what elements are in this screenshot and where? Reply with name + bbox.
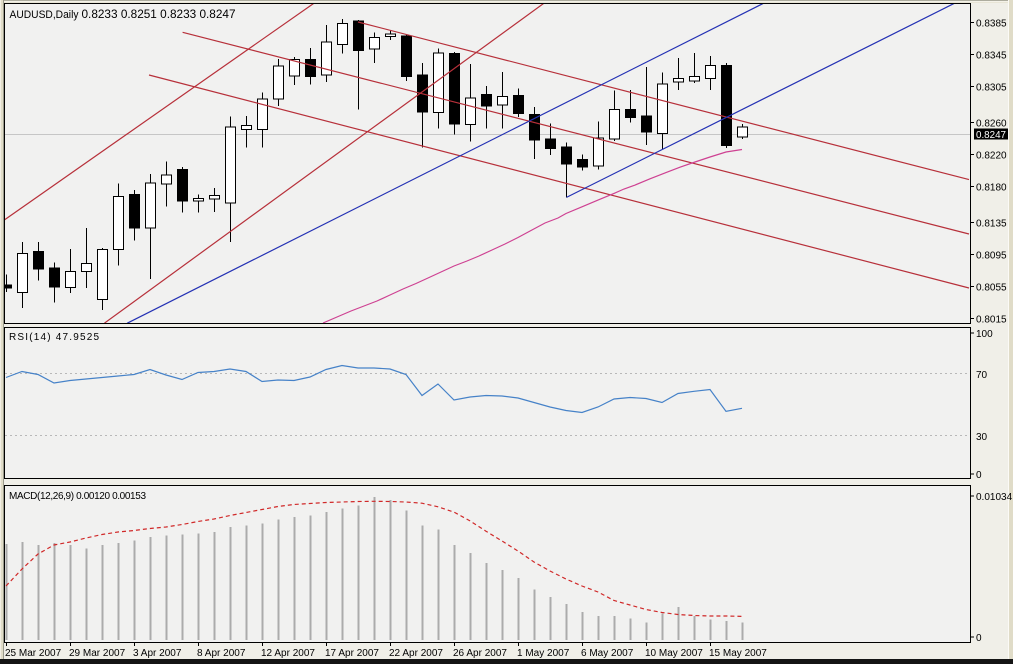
svg-text:MACD(12,26,9) 0.00120 0.00153: MACD(12,26,9) 0.00120 0.00153 [9, 491, 146, 502]
svg-text:0.8345: 0.8345 [976, 51, 1007, 62]
svg-text:15 May 2007: 15 May 2007 [709, 648, 767, 659]
svg-text:0.8055: 0.8055 [976, 283, 1007, 294]
svg-text:25 Mar 2007: 25 Mar 2007 [5, 648, 62, 659]
svg-text:0.8015: 0.8015 [976, 315, 1007, 326]
svg-text:30: 30 [976, 432, 988, 443]
svg-text:RSI(14) 47.9525: RSI(14) 47.9525 [9, 332, 99, 343]
svg-text:AUDUSD,Daily: AUDUSD,Daily [10, 9, 79, 21]
svg-text:8 Apr 2007: 8 Apr 2007 [197, 648, 246, 659]
svg-text:0.8135: 0.8135 [976, 219, 1007, 230]
svg-text:29 Mar 2007: 29 Mar 2007 [69, 648, 126, 659]
svg-text:0.8305: 0.8305 [976, 83, 1007, 94]
svg-text:22 Apr 2007: 22 Apr 2007 [389, 648, 443, 659]
svg-text:1 May 2007: 1 May 2007 [517, 648, 570, 659]
svg-text:10 May 2007: 10 May 2007 [645, 648, 703, 659]
svg-text:26 Apr 2007: 26 Apr 2007 [453, 648, 507, 659]
svg-text:0.01034: 0.01034 [976, 492, 1013, 503]
svg-text:17 Apr 2007: 17 Apr 2007 [325, 648, 379, 659]
svg-text:0: 0 [976, 470, 982, 481]
svg-text:3 Apr 2007: 3 Apr 2007 [133, 648, 182, 659]
svg-text:0.8095: 0.8095 [976, 251, 1007, 262]
svg-text:0.8180: 0.8180 [976, 183, 1007, 194]
svg-text:0.8220: 0.8220 [976, 151, 1007, 162]
svg-text:0: 0 [976, 633, 982, 644]
svg-text:0.8385: 0.8385 [976, 19, 1007, 30]
svg-text:6 May 2007: 6 May 2007 [581, 648, 634, 659]
svg-text:0.8260: 0.8260 [976, 119, 1007, 130]
svg-text:0.8233 0.8251 0.8233 0.8247: 0.8233 0.8251 0.8233 0.8247 [82, 9, 236, 21]
svg-text:0.8247: 0.8247 [976, 130, 1006, 141]
svg-text:70: 70 [976, 370, 988, 381]
svg-text:100: 100 [976, 329, 993, 340]
svg-text:12 Apr 2007: 12 Apr 2007 [261, 648, 315, 659]
